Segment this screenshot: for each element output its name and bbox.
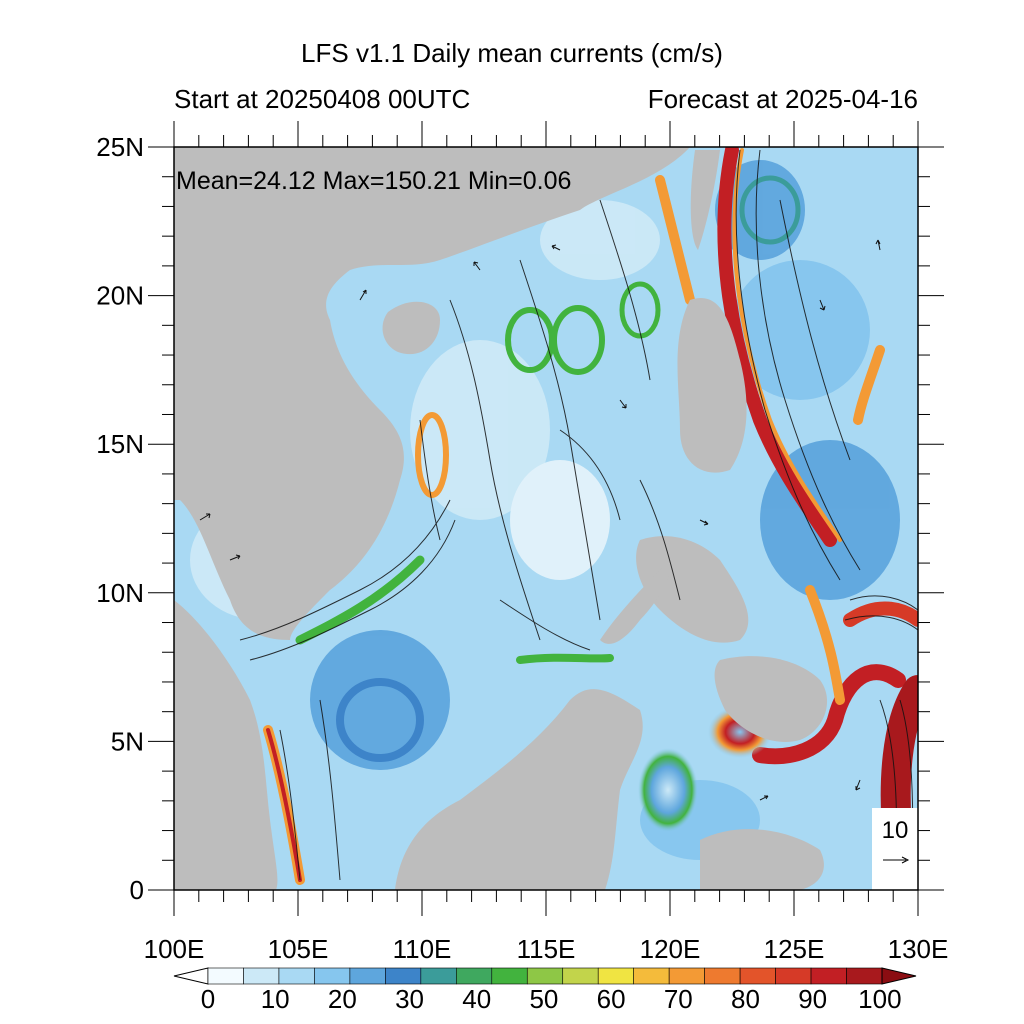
colorbar-box (739, 967, 776, 985)
start-time-label: Start at 20250408 00UTC (174, 84, 471, 114)
colorbar-label: 40 (462, 984, 491, 1014)
colorbar-labels: 0 10 20 30 40 50 60 70 80 90 100 (201, 984, 902, 1014)
land-luzon (677, 298, 747, 473)
latitude-labels: 25N 20N 15N 10N 5N 0 (96, 132, 144, 905)
lat-label: 25N (96, 132, 144, 162)
colorbar-over (881, 967, 917, 985)
colorbar (173, 967, 917, 985)
colorbar-box (456, 967, 493, 985)
land-malay-peninsula (174, 600, 278, 890)
land-palawan (600, 560, 671, 644)
lat-label: 10N (96, 578, 144, 608)
colorbar-box (562, 967, 599, 985)
land-mainland-asia (174, 147, 690, 640)
colorbar-under (173, 967, 209, 985)
colorbar-label: 80 (731, 984, 760, 1014)
lat-label: 15N (96, 429, 144, 459)
colorbar-box (491, 967, 528, 985)
eddies (336, 175, 801, 832)
reference-vector-box: 10 (872, 808, 918, 890)
map-title: LFS v1.1 Daily mean currents (cm/s) (301, 38, 723, 68)
lon-label: 105E (268, 934, 329, 964)
reference-vector-label: 10 (882, 817, 909, 844)
colorbar-box (846, 967, 883, 985)
colorbar-label: 70 (664, 984, 693, 1014)
colorbar-box (526, 967, 564, 985)
colorbar-label: 0 (201, 984, 215, 1014)
land-sulawesi (700, 829, 824, 890)
colorbar-label: 90 (798, 984, 827, 1014)
current-vectors (199, 239, 881, 801)
lat-label: 5N (111, 726, 144, 756)
colorbar-label: 20 (328, 984, 357, 1014)
colorbar-box (633, 967, 670, 985)
colorbar-label: 100 (858, 984, 901, 1014)
colorbar-box (314, 967, 351, 985)
land-taiwan (690, 150, 720, 250)
colorbar-box (704, 967, 741, 985)
axis-ticks (148, 121, 944, 916)
land-visayas (636, 536, 749, 643)
colorbar-box (810, 967, 847, 985)
land (174, 147, 828, 890)
colorbar-box (349, 967, 386, 985)
lon-label: 115E (517, 934, 576, 964)
colorbar-box (385, 967, 422, 985)
lat-label: 0 (130, 875, 144, 905)
lat-label: 20N (96, 281, 144, 311)
land-mindanao (714, 656, 828, 742)
stats-text: Mean=24.12 Max=150.21 Min=0.06 (176, 167, 571, 195)
forecast-time-label: Forecast at 2025-04-16 (647, 84, 918, 114)
colorbar-label: 30 (395, 984, 424, 1014)
colorbar-label: 10 (261, 984, 290, 1014)
longitude-labels: 100E 105E 110E 115E 120E 125E 130E (144, 934, 949, 964)
colorbar-label: 60 (597, 984, 626, 1014)
colorbar-box (243, 967, 280, 985)
land-borneo (395, 689, 643, 890)
lon-label: 125E (764, 934, 825, 964)
colorbar-box (597, 967, 634, 985)
lon-label: 110E (393, 934, 452, 964)
colorbar-box (207, 967, 244, 985)
land-hainan (382, 301, 440, 355)
lon-label: 130E (888, 934, 949, 964)
colorbar-label: 50 (529, 984, 558, 1014)
lon-label: 120E (640, 934, 701, 964)
colorbar-box (278, 967, 315, 985)
lon-label: 100E (144, 934, 205, 964)
colorbar-box (420, 967, 457, 985)
colorbar-box (775, 967, 812, 985)
colorbar-box (668, 967, 705, 985)
